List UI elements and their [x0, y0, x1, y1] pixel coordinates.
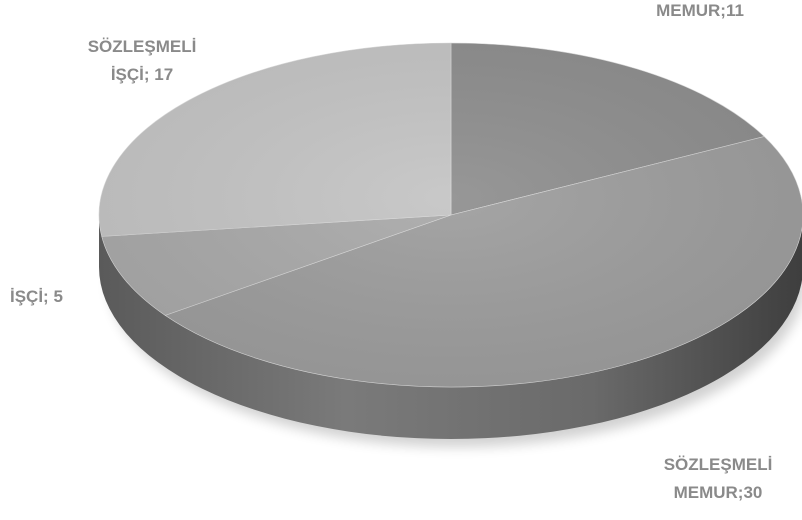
pie-data-label-line: SÖZLEŞMELİ: [664, 455, 773, 474]
pie-data-label-1: MEMUR;11: [656, 1, 744, 20]
pie-data-label-line: SÖZLEŞMELİ: [88, 37, 197, 56]
pie-labels: MEMUR;11 SÖZLEŞMELİ MEMUR;30 İŞÇİ; 5 SÖZLEŞM…: [10, 1, 772, 502]
pie-data-label-2: SÖZLEŞMELİ MEMUR;30: [664, 455, 773, 502]
pie-data-label-3: İŞÇİ; 5: [10, 287, 63, 306]
pie-data-label-line: İŞÇİ; 5: [10, 287, 63, 306]
pie-slices: [98, 42, 802, 388]
pie-data-label-line: MEMUR;11: [656, 1, 744, 20]
pie-data-label-line: İŞÇİ; 17: [111, 65, 173, 84]
pie-data-label-line: MEMUR;30: [674, 483, 763, 502]
pie-data-label-4: SÖZLEŞMELİ İŞÇİ; 17: [88, 37, 197, 84]
pie-side-wall: [99, 215, 802, 439]
pie-top-sheen: [99, 43, 802, 387]
pie-side: [99, 215, 802, 439]
